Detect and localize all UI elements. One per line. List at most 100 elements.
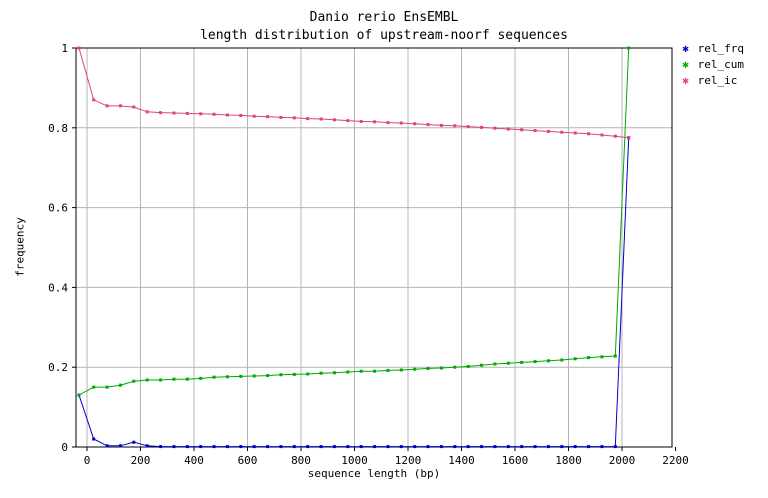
data-point-rel-ic — [546, 129, 550, 133]
data-point-rel-ic — [600, 133, 604, 137]
series-rel-frq — [77, 136, 631, 449]
legend-item-rel-ic: ✱ rel_ic — [680, 74, 737, 88]
legend-marker-rel-cum: ✱ — [682, 58, 689, 71]
data-point-rel-ic — [627, 136, 631, 140]
x-tick-label: 400 — [184, 454, 204, 467]
data-point-rel-ic — [332, 118, 336, 122]
data-point-rel-cum — [225, 375, 229, 379]
data-point-rel-cum — [466, 364, 470, 368]
data-point-rel-frq — [533, 445, 537, 449]
y-tick-label: 0 — [61, 441, 68, 454]
data-point-rel-frq — [92, 437, 96, 441]
x-tick-label: 800 — [291, 454, 311, 467]
data-point-rel-cum — [279, 373, 283, 377]
data-point-rel-frq — [145, 444, 149, 448]
data-point-rel-frq — [480, 445, 484, 449]
data-point-rel-ic — [506, 127, 510, 131]
data-point-rel-frq — [105, 444, 109, 448]
x-tick-label: 1000 — [341, 454, 368, 467]
data-point-rel-frq — [600, 445, 604, 449]
legend-label-rel-cum: rel_cum — [697, 58, 744, 71]
legend-label-rel-ic: rel_ic — [697, 74, 738, 87]
data-point-rel-frq — [413, 445, 417, 449]
data-point-rel-ic — [493, 126, 497, 130]
data-point-rel-frq — [386, 445, 390, 449]
data-point-rel-frq — [453, 445, 457, 449]
data-point-rel-frq — [159, 445, 163, 449]
data-point-rel-cum — [453, 365, 457, 369]
data-point-rel-cum — [573, 357, 577, 361]
data-point-rel-ic — [185, 111, 189, 115]
y-tick-label: 0.4 — [48, 281, 68, 294]
series-rel-cum — [77, 46, 631, 397]
data-point-rel-cum — [480, 363, 484, 367]
x-tick-label: 1600 — [502, 454, 529, 467]
x-tick-label: 0 — [84, 454, 91, 467]
data-point-rel-ic — [346, 119, 350, 123]
data-point-rel-ic — [172, 111, 176, 115]
data-point-rel-frq — [346, 445, 350, 449]
data-point-rel-cum — [185, 377, 189, 381]
data-point-rel-ic — [105, 104, 109, 108]
data-point-rel-ic — [573, 131, 577, 135]
grid-lines — [76, 48, 672, 447]
data-point-rel-cum — [587, 356, 591, 360]
data-point-rel-cum — [292, 372, 296, 376]
data-point-rel-ic — [239, 113, 243, 117]
x-tick-label: 200 — [131, 454, 151, 467]
x-tick-label: 600 — [238, 454, 258, 467]
x-axis-ticks: 0 200 400 600 800 1000 1200 1400 1600 1800 2000 220… — [84, 447, 689, 467]
data-point-rel-frq — [172, 445, 176, 449]
legend-marker-rel-ic: ✱ — [682, 74, 689, 87]
data-point-rel-cum — [493, 362, 497, 366]
data-point-rel-ic — [279, 115, 283, 119]
series-line-rel-cum — [78, 47, 630, 396]
data-point-rel-cum — [77, 393, 81, 397]
data-point-rel-ic — [252, 114, 256, 118]
data-point-rel-ic — [92, 98, 96, 102]
x-tick-label: 1200 — [395, 454, 422, 467]
data-point-rel-ic — [560, 130, 564, 134]
data-point-rel-frq — [225, 445, 229, 449]
data-point-rel-cum — [159, 378, 163, 382]
data-point-rel-ic — [439, 123, 443, 127]
data-point-rel-frq — [252, 445, 256, 449]
data-point-rel-ic — [77, 46, 81, 50]
data-point-rel-frq — [560, 445, 564, 449]
data-point-rel-frq — [332, 445, 336, 449]
data-point-rel-frq — [212, 445, 216, 449]
data-point-rel-frq — [399, 445, 403, 449]
chart-title: Danio rerio EnsEMBL — [309, 10, 459, 25]
data-point-rel-ic — [266, 115, 270, 119]
legend-item-rel-frq: ✱ rel_frq — [680, 42, 744, 56]
data-point-rel-frq — [118, 444, 122, 448]
data-point-rel-frq — [185, 445, 189, 449]
data-point-rel-cum — [319, 371, 323, 375]
data-point-rel-ic — [212, 112, 216, 116]
data-point-rel-frq — [239, 445, 243, 449]
data-point-rel-cum — [506, 361, 510, 365]
data-point-rel-cum — [386, 368, 390, 372]
data-point-rel-cum — [252, 374, 256, 378]
x-tick-label: 2000 — [609, 454, 636, 467]
data-point-rel-cum — [332, 371, 336, 375]
data-point-rel-cum — [118, 383, 122, 387]
data-point-rel-frq — [439, 445, 443, 449]
data-point-rel-cum — [359, 369, 363, 373]
data-point-rel-frq — [426, 445, 430, 449]
plot-frame — [75, 47, 673, 448]
data-point-rel-ic — [225, 113, 229, 117]
data-point-rel-cum — [145, 378, 149, 382]
data-point-rel-cum — [520, 360, 524, 364]
y-tick-label: 1 — [61, 42, 68, 55]
data-point-rel-cum — [533, 360, 537, 364]
data-point-rel-ic — [306, 117, 310, 121]
series-layer — [77, 46, 631, 449]
data-point-rel-cum — [239, 374, 243, 378]
data-point-rel-ic — [145, 110, 149, 114]
legend-item-rel-cum: ✱ rel_cum — [680, 58, 744, 72]
data-point-rel-frq — [587, 445, 591, 449]
series-line-rel-ic — [78, 47, 629, 139]
y-tick-label: 0.2 — [48, 361, 68, 374]
